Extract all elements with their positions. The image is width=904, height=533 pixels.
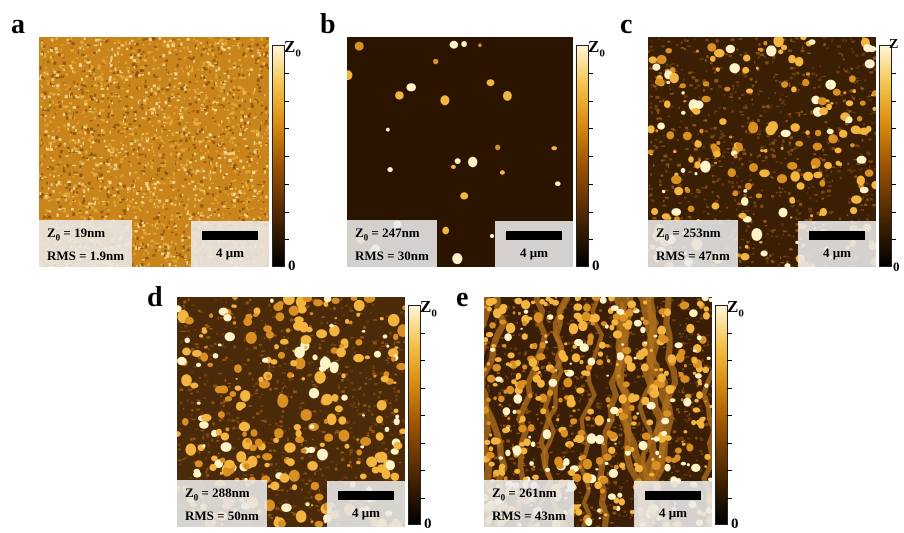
scale-bar-line [202,231,258,240]
panel-letter-c: c [620,11,632,39]
colorbar-min-label: 0 [731,516,739,533]
rms-value: RMS = 50nm [185,507,259,524]
scale-bar: 4 μm [191,221,269,267]
rms-value: RMS = 47nm [656,247,730,264]
panel-letter-b: b [320,11,336,39]
scale-bar: 4 μm [495,221,573,267]
colorbar-min-label: 0 [592,258,600,275]
colorbar-min-label: 0 [893,259,900,275]
scale-bar-label: 4 μm [634,505,712,521]
scale-bar-line [645,491,701,500]
z0-value: Z0 = 19nm [47,224,124,247]
scale-bar-line [506,231,562,240]
rms-value: RMS = 43nm [492,507,566,524]
colorbar-min-label: 0 [288,258,296,275]
scale-bar-label: 4 μm [495,245,573,261]
scale-bar-line [809,231,865,240]
rms-value: RMS = 1.9nm [47,247,124,264]
colorbar-min-label: 0 [424,516,432,533]
scale-bar-label: 4 μm [327,505,405,521]
colorbar-max-label: Z0 [588,37,605,59]
z0-value: Z0 = 261nm [492,484,566,507]
z0-value: Z0 = 247nm [355,224,429,247]
scale-bar-label: 4 μm [191,245,269,261]
panel-letter-a: a [11,11,25,39]
scale-bar-line [338,491,394,500]
colorbar-max-label: Z0 [420,297,437,319]
scale-bar: 4 μm [634,481,712,527]
colorbar-max-label: Z [889,37,898,53]
panel-letter-e: e [456,284,468,312]
colorbar-max-label: Z0 [284,37,301,59]
z0-value: Z0 = 288nm [185,484,259,507]
scale-bar: 4 μm [327,481,405,527]
scale-bar-label: 4 μm [798,245,876,261]
scale-bar: 4 μm [798,221,876,267]
z0-value: Z0 = 253nm [656,224,730,247]
colorbar-max-label: Z0 [727,297,744,319]
rms-value: RMS = 30nm [355,247,429,264]
panel-letter-d: d [147,284,163,312]
